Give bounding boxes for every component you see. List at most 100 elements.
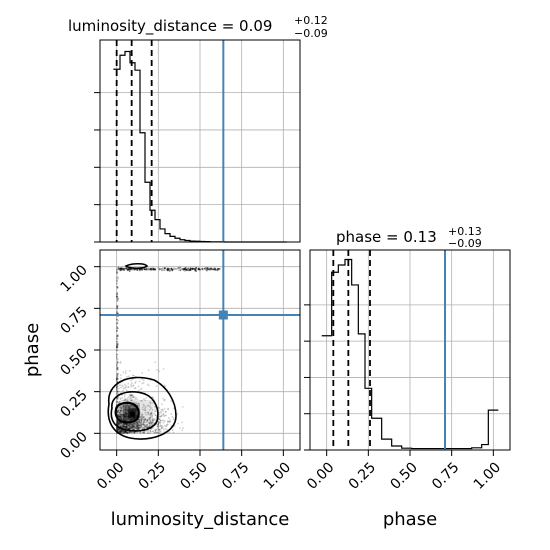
scatter-point [116, 271, 119, 274]
scatter-point [133, 431, 136, 434]
scatter-point [149, 429, 152, 432]
scatter-point [133, 425, 135, 428]
scatter-point [116, 291, 119, 294]
scatter-point [154, 431, 157, 433]
scatter-point [129, 393, 132, 396]
scatter-point [115, 401, 118, 404]
scatter-point [134, 424, 137, 427]
scatter-point [140, 399, 143, 402]
scatter-point [137, 425, 140, 428]
scatter-point [133, 425, 135, 427]
scatter-point [135, 425, 138, 428]
scatter-point [122, 424, 124, 427]
scatter-point [133, 432, 135, 435]
scatter-point [124, 406, 127, 409]
scatter-point [154, 410, 157, 413]
scatter-point [162, 421, 165, 424]
scatter-point [167, 408, 169, 411]
scatter-point [125, 426, 128, 429]
scatter-point [122, 414, 125, 417]
scatter-point [140, 416, 143, 419]
scatter-point [115, 379, 118, 381]
scatter-point [119, 430, 122, 433]
scatter-point [116, 420, 119, 423]
scatter-point [119, 425, 122, 428]
scatter-point [125, 426, 128, 429]
y-tick-label: 0.00 [57, 429, 90, 462]
scatter-point [130, 393, 133, 396]
scatter-point [133, 422, 136, 424]
scatter-point [161, 414, 163, 417]
scatter-point [206, 269, 208, 272]
scatter-point [117, 427, 120, 430]
scatter-point [132, 425, 135, 428]
scatter-point [129, 425, 132, 428]
scatter-point [115, 271, 118, 274]
scatter-point [118, 387, 120, 390]
scatter-point [132, 427, 135, 430]
scatter-point [116, 295, 118, 298]
scatter-point [130, 379, 133, 382]
scatter-point [141, 413, 144, 416]
scatter-point [125, 424, 128, 427]
scatter-point [116, 429, 119, 431]
scatter-point [121, 415, 124, 417]
scatter-point [117, 428, 119, 431]
scatter-point [125, 412, 128, 415]
scatter-point [115, 377, 118, 380]
scatter-point [169, 420, 172, 423]
scatter-point [120, 417, 123, 420]
scatter-point [140, 426, 142, 429]
scatter-point [135, 427, 137, 430]
scatter-point [159, 432, 161, 435]
scatter-point [146, 404, 149, 407]
scatter-point [136, 421, 139, 424]
scatter-point [116, 411, 119, 414]
scatter-point [162, 368, 165, 370]
scatter-point [116, 268, 119, 270]
scatter-point [164, 411, 167, 413]
scatter-point [116, 390, 119, 393]
scatter-point [142, 409, 145, 411]
scatter-point [125, 425, 127, 428]
scatter-point [117, 266, 120, 269]
scatter-point [132, 425, 135, 428]
scatter-point [116, 400, 119, 403]
scatter-point [136, 424, 139, 427]
scatter-point [132, 418, 135, 420]
scatter-point [116, 344, 119, 347]
scatter-point [127, 427, 130, 430]
scatter-point [161, 403, 163, 406]
scatter-point [124, 370, 127, 373]
scatter-point [122, 422, 125, 425]
scatter-point [129, 427, 131, 430]
scatter-point [137, 422, 140, 425]
scatter-point [158, 430, 161, 433]
scatter-point [162, 426, 164, 429]
scatter-point [127, 406, 130, 409]
scatter-point [128, 425, 131, 428]
scatter-point [193, 268, 196, 270]
scatter-point [116, 397, 119, 400]
scatter-point [125, 409, 127, 412]
scatter-point [116, 421, 119, 424]
scatter-point [133, 268, 136, 271]
scatter-point [116, 385, 119, 387]
scatter-point [122, 425, 124, 428]
scatter-point [125, 425, 128, 428]
scatter-point [116, 419, 118, 422]
scatter-point [122, 432, 125, 435]
scatter-point [141, 413, 144, 416]
scatter-point [123, 432, 126, 434]
scatter-point [122, 406, 125, 408]
scatter-point [118, 415, 121, 418]
scatter-point [133, 422, 135, 425]
scatter-point [125, 413, 128, 415]
scatter-point [130, 425, 133, 428]
scatter-point [132, 425, 135, 428]
scatter-point [119, 430, 122, 433]
scatter-point [116, 385, 118, 388]
scatter-point [139, 419, 142, 421]
scatter-point [127, 386, 130, 389]
scatter-point [126, 425, 128, 428]
